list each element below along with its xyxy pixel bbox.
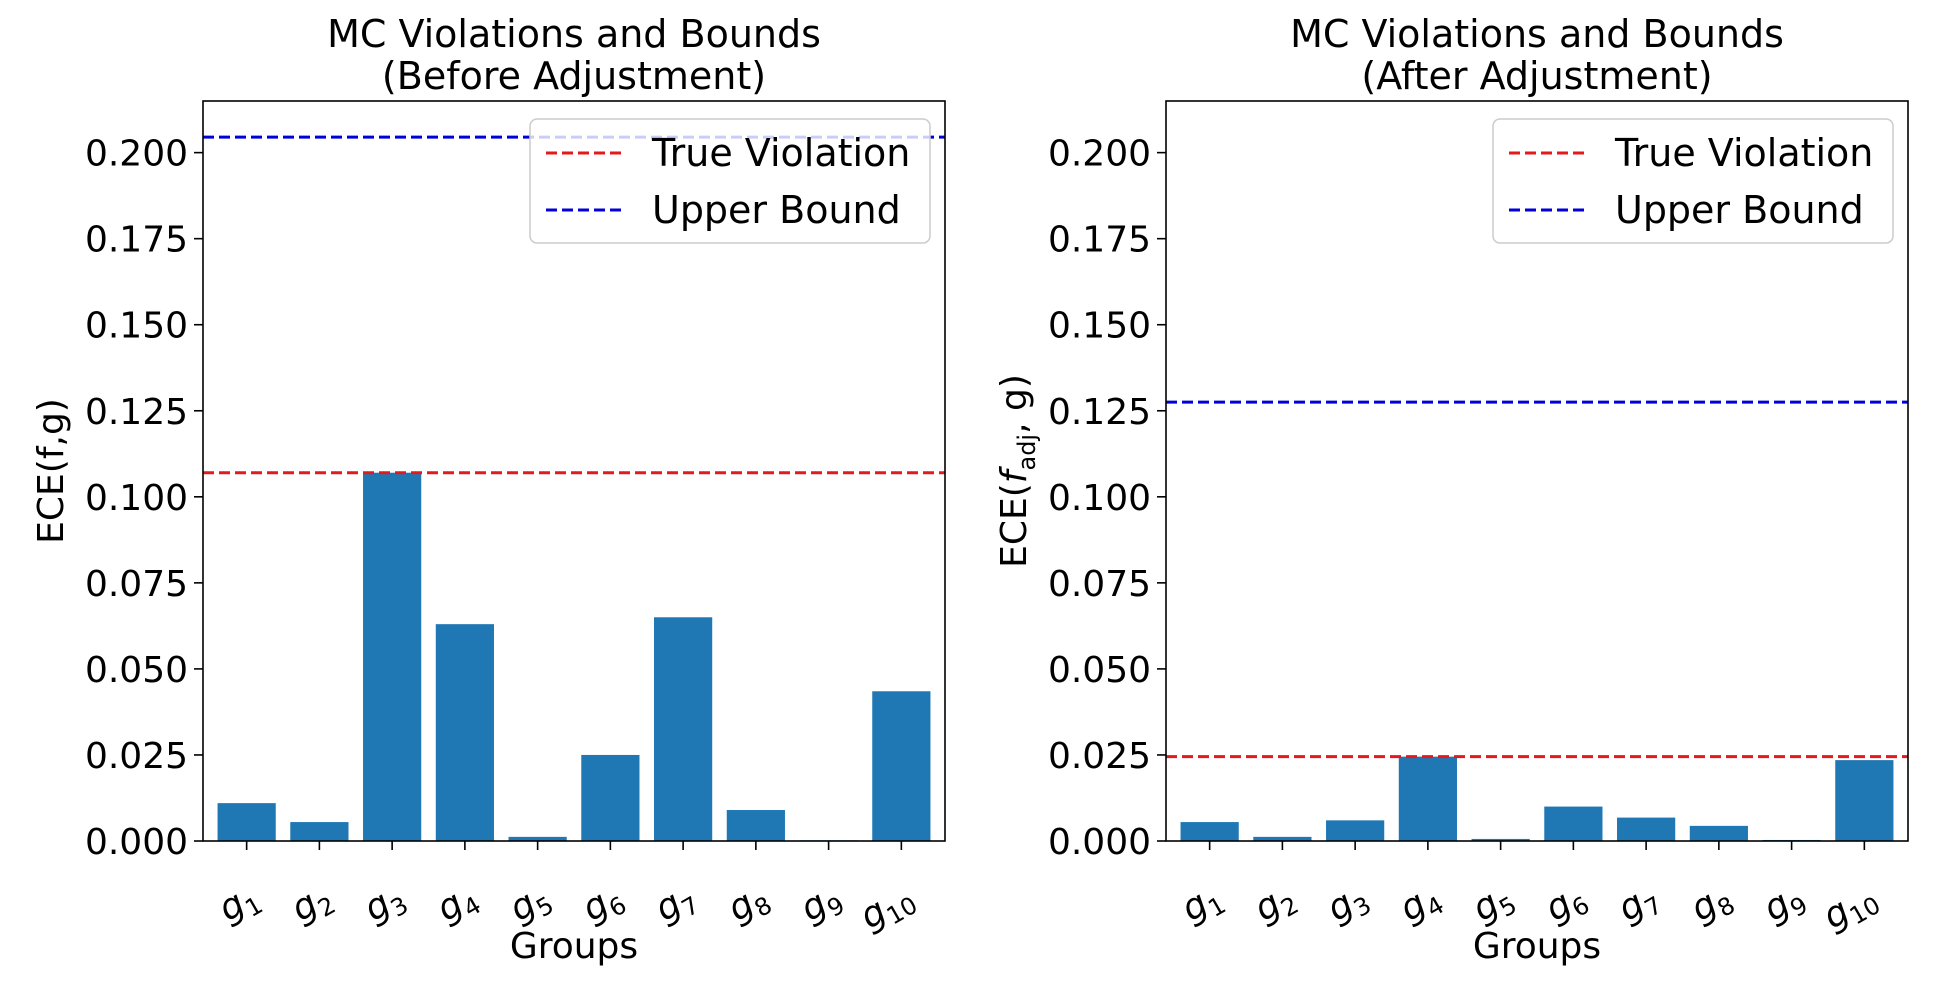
x-tick-label: g4: [430, 875, 486, 934]
chart-title-left: MC Violations and Bounds (Before Adjustme…: [327, 12, 821, 98]
axes-frame: [202, 100, 946, 842]
y-axis-label: ECE(fadj, g): [994, 374, 1041, 568]
legend-label: True Violation: [651, 131, 910, 175]
x-tick-label: g2: [1247, 875, 1303, 934]
x-tick-label: g1: [1175, 875, 1231, 934]
y-tick-label: 0.150: [1048, 306, 1151, 347]
bar-g1: [217, 803, 276, 841]
bar-g3: [1326, 820, 1385, 841]
bar-g4: [435, 624, 494, 841]
bar-g3: [363, 472, 422, 841]
x-tick-label: g2: [284, 875, 340, 934]
y-tick-label: 0.125: [1048, 392, 1151, 433]
bar-g7: [654, 617, 713, 841]
bar-g5: [508, 836, 567, 841]
y-tick-label: 0.125: [85, 392, 188, 433]
x-tick-label: g10: [853, 875, 922, 942]
bar-g8: [1689, 825, 1748, 841]
bar-g2: [290, 822, 349, 841]
x-tick-label: g4: [1393, 875, 1449, 934]
x-tick-label: g8: [721, 875, 777, 934]
x-tick-label: g3: [1320, 875, 1376, 934]
bar-g8: [726, 810, 785, 841]
x-tick-label: g9: [794, 875, 850, 934]
legend-left: True Violation Upper Bound: [529, 118, 931, 244]
bar-g2: [1253, 836, 1312, 841]
bar-g1: [1180, 822, 1239, 841]
axes-frame: [1165, 100, 1909, 842]
bar-g10: [1835, 760, 1894, 841]
y-tick-label: 0.050: [85, 650, 188, 691]
bar-g10: [872, 691, 931, 841]
bar-g5: [1471, 838, 1530, 841]
legend-label: Upper Bound: [1615, 188, 1864, 232]
y-tick-label: 0.175: [85, 220, 188, 261]
x-axis-label: Groups: [510, 926, 638, 967]
y-tick-label: 0.025: [85, 736, 188, 777]
bar-g7: [1617, 817, 1676, 841]
x-tick-label: g3: [357, 875, 413, 934]
x-tick-label: g9: [1757, 875, 1813, 934]
y-tick-label: 0.075: [1048, 564, 1151, 605]
x-tick-label: g8: [1684, 875, 1740, 934]
y-tick-label: 0.100: [85, 478, 188, 519]
legend-box: [529, 118, 931, 244]
y-tick-label: 0.150: [85, 306, 188, 347]
bar-g6: [1544, 806, 1603, 841]
legend-box: [1492, 118, 1894, 244]
y-tick-label: 0.075: [85, 564, 188, 605]
chart-title-right: MC Violations and Bounds (After Adjustmen…: [1290, 12, 1784, 98]
x-axis-label: Groups: [1473, 926, 1601, 967]
panel-left: MC Violations and Bounds (Before Adjustme…: [31, 12, 946, 967]
x-tick-label: g1: [212, 875, 268, 934]
x-tick-label: g10: [1816, 875, 1885, 942]
legend-label: Upper Bound: [652, 188, 901, 232]
x-tick-label: g5: [1466, 875, 1522, 934]
x-tick-label: g7: [648, 875, 704, 934]
legend-right: True Violation Upper Bound: [1492, 118, 1894, 244]
y-tick-label: 0.050: [1048, 650, 1151, 691]
y-tick-label: 0.000: [1048, 822, 1151, 863]
bar-g4: [1398, 756, 1457, 841]
y-tick-label: 0.175: [1048, 220, 1151, 261]
y-tick-label: 0.025: [1048, 736, 1151, 777]
y-axis-label: ECE(f,g): [31, 398, 72, 544]
y-tick-label: 0.200: [1048, 134, 1151, 175]
x-tick-label: g7: [1611, 875, 1667, 934]
legend-label: True Violation: [1614, 131, 1873, 175]
y-tick-label: 0.000: [85, 822, 188, 863]
panel-right: MC Violations and Bounds (After Adjustmen…: [994, 12, 1909, 967]
y-tick-label: 0.100: [1048, 478, 1151, 519]
bar-g6: [581, 754, 640, 841]
y-tick-label: 0.200: [85, 134, 188, 175]
